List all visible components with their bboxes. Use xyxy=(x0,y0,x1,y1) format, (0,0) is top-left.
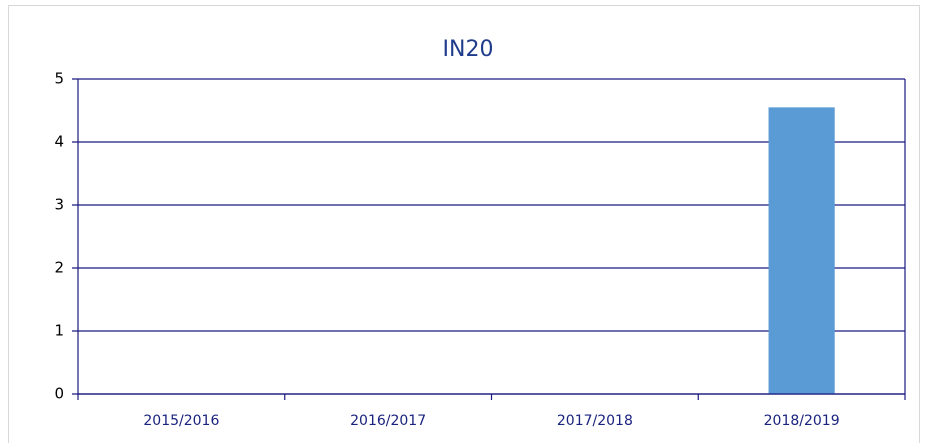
x-tick-label: 2018/2019 xyxy=(764,413,840,429)
y-tick-label: 2 xyxy=(54,259,64,277)
x-tick-label: 2016/2017 xyxy=(350,413,426,429)
y-tick-label: 1 xyxy=(54,322,64,340)
x-tick-label: 2015/2016 xyxy=(143,413,219,429)
bar xyxy=(768,107,835,394)
y-tick-label: 0 xyxy=(54,385,64,403)
y-tick-label: 5 xyxy=(54,70,64,88)
y-tick-label: 4 xyxy=(54,133,64,151)
x-tick-label: 2017/2018 xyxy=(557,413,633,429)
chart-title: IN20 xyxy=(443,37,494,62)
y-tick-label: 3 xyxy=(54,196,64,214)
